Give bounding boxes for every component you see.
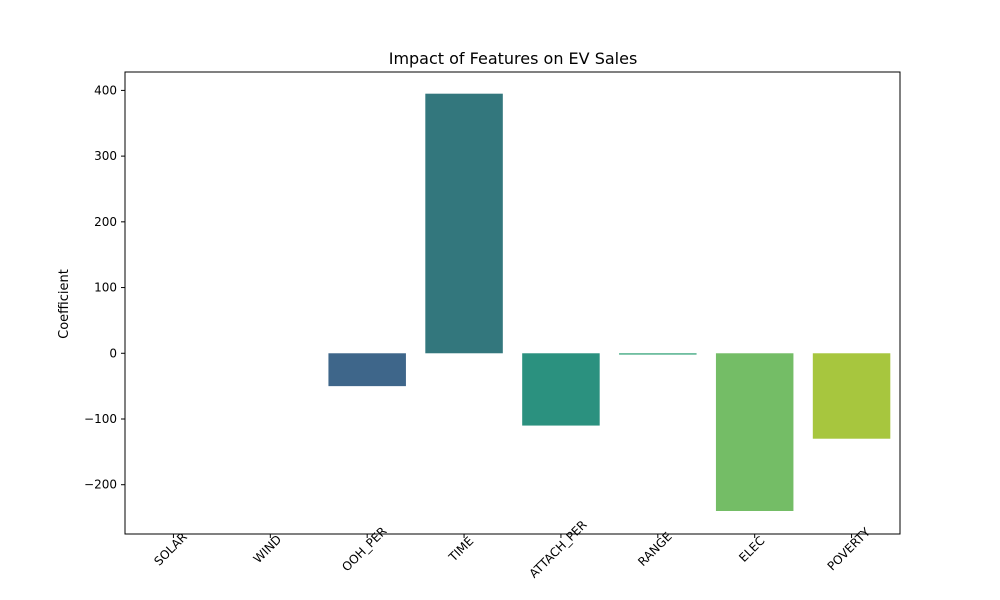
x-tick-label: TIME [445,534,476,565]
x-tick-label: OOH_PER [339,524,389,574]
bar-attach-per [522,353,600,426]
x-tick-label: POVERTY [825,525,874,574]
y-tick-label: 0 [109,346,117,360]
y-tick-label: −100 [84,412,117,426]
bar-poverty [812,353,891,439]
bar-elec [715,353,794,511]
x-axis: SOLAR WIND OOH_PER TIME ATTACH_PER RANGE ELEC P… [151,518,873,581]
chart-title: Impact of Features on EV Sales [389,49,638,68]
plot-frame [124,71,901,535]
x-tick-label: WIND [251,532,285,566]
x-tick-label: ATTACH_PER [527,518,590,581]
bar-time [425,93,503,354]
y-tick-label: 100 [94,281,117,295]
y-tick-label: −200 [84,478,117,492]
x-tick-label: ELEC [736,534,767,565]
y-axis: −200 −100 0 100 200 300 400 [84,83,125,492]
y-axis-label: Coefficient [57,269,72,339]
y-tick-label: 400 [94,83,117,97]
x-tick-label: RANGE [635,529,675,569]
x-tick-label: SOLAR [151,530,190,569]
bars-group [328,93,891,511]
bar-ooh-per [328,353,406,387]
bar-range [619,353,697,355]
y-tick-label: 200 [94,215,117,229]
y-tick-label: 300 [94,149,117,163]
